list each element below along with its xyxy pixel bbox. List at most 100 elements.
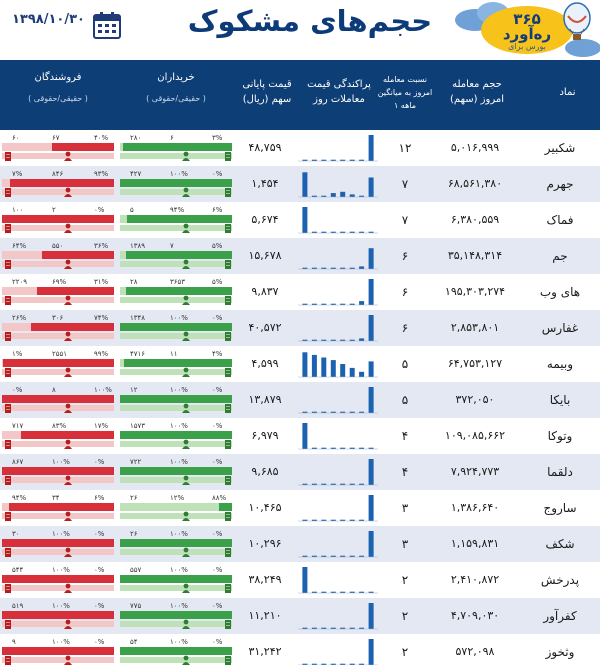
person-icon	[182, 547, 190, 557]
sellers-sub-bar	[2, 585, 114, 591]
calendar-icon	[93, 12, 121, 39]
dispersion-bar	[368, 135, 374, 161]
sellers-cell: ۲۶% ۳۰۶ ۷۴%	[2, 313, 114, 343]
table-row[interactable]: بایکا ۳۷۲,۰۵۰ ۵ ۱۳,۸۷۹ ۱۲ ۱۰۰% ۰% ۰% ۸ ۱۰۰%	[0, 382, 600, 418]
symbol-cell[interactable]: فماک	[546, 213, 574, 227]
symbol-cell[interactable]: دلقما	[547, 465, 573, 479]
col-price-l2: سهم (ریال)	[242, 94, 292, 105]
balloon-icon	[563, 2, 591, 40]
dispersion-chart	[298, 248, 378, 270]
buyers-bar-fill	[126, 251, 232, 259]
sellers-value-mid: ۳۴	[52, 494, 60, 502]
building-icon	[225, 440, 231, 449]
ratio-cell: ۷	[401, 177, 409, 191]
table-header: نماد حجم معامله امروز (سهم) نسبت معامله …	[0, 60, 600, 130]
logo-tagline: بورس‌ برای	[508, 42, 546, 51]
ratio-cell: ۲	[401, 645, 409, 659]
table-row[interactable]: شکبیر ۵,۰۱۶,۹۹۹ ۱۲ ۴۸,۷۵۹ ۲۸۰ ۶ ۳% ۶۰ ۶۷ ۴۰%	[0, 130, 600, 166]
symbol-cell[interactable]: جهرم	[546, 177, 574, 191]
sellers-value-left: ۵۴۴	[12, 566, 24, 574]
sellers-cell: ۶۰ ۶۷ ۴۰%	[2, 133, 114, 163]
person-icon	[182, 619, 190, 629]
table-row[interactable]: جم ۳۵,۱۴۸,۳۱۴ ۶ ۱۵,۶۷۸ ۱۳۸۹ ۷ ۵% ۶۴% ۵۵۰ ۳۶%	[0, 238, 600, 274]
table-row[interactable]: فماک ۶,۳۸۰,۵۵۹ ۷ ۵,۶۷۴ ۵ ۹۴% ۶% ۱۰۰ ۲ ۰%	[0, 202, 600, 238]
person-icon	[182, 583, 190, 593]
table-row[interactable]: وبیمه ۶۴,۷۵۳,۱۲۷ ۵ ۴,۵۹۹ ۴۷۱۶ ۱۱ ۴% ۱% ۲۵۵۱ ۹۹%	[0, 346, 600, 382]
symbol-cell[interactable]: ساروج	[543, 501, 577, 515]
symbol-cell[interactable]: غفارس	[541, 321, 579, 335]
dispersion-bar	[330, 339, 336, 341]
sellers-sub-bar	[2, 441, 114, 447]
buyers-cell: ۲۸۰ ۶ ۳%	[120, 133, 232, 163]
dispersion-bar	[368, 177, 374, 197]
buyers-cell: ۵ ۹۴% ۶%	[120, 205, 232, 235]
buyers-value-right: ۶%	[212, 206, 223, 214]
dispersion-bar	[302, 423, 308, 449]
symbol-cell[interactable]: بایکا	[549, 393, 571, 407]
dispersion-bar	[359, 591, 365, 593]
building-icon	[225, 584, 231, 593]
volume-cell: ۱,۳۸۶,۶۴۰	[450, 501, 500, 514]
sellers-value-right: ۰%	[94, 602, 105, 610]
dispersion-chart	[298, 459, 378, 486]
sellers-cell: ۹۴% ۳۴ ۶%	[2, 493, 114, 523]
person-icon	[182, 223, 190, 233]
symbol-cell[interactable]: کفرآور	[543, 609, 577, 623]
dispersion-bar	[340, 591, 346, 593]
sellers-value-mid: ۶۹%	[52, 278, 67, 286]
table-row[interactable]: دلقما ۷,۹۲۴,۷۷۳ ۴ ۹,۶۸۵ ۷۲۲ ۱۰۰% ۰% ۸۶۷ ۱۰۰% ۰%	[0, 454, 600, 490]
symbol-cell[interactable]: جم	[552, 249, 568, 263]
person-icon	[182, 331, 190, 341]
dispersion-bar	[359, 447, 365, 449]
sellers-value-right: ۳۱%	[94, 278, 109, 286]
building-icon	[5, 188, 11, 197]
table-row[interactable]: ساروج ۱,۳۸۶,۶۴۰ ۳ ۱۰,۴۶۵ ۲۶ ۱۲% ۸۸% ۹۴% ۳۴ ۶%	[0, 490, 600, 526]
ratio-cell: ۱۲	[398, 141, 412, 155]
buyers-value-mid: ۱۰۰%	[170, 314, 188, 322]
volume-cell: ۵,۰۱۶,۹۹۹	[450, 141, 500, 154]
dispersion-bar	[349, 591, 355, 593]
table-row[interactable]: وثخوز ۵۷۲,۰۹۸ ۲ ۳۱,۲۴۲ ۵۴ ۱۰۰% ۰% ۹ ۱۰۰% ۰%	[0, 634, 600, 665]
buyers-sub-bar	[120, 297, 232, 303]
buyers-value-left: ۴۲۷	[130, 170, 142, 178]
sellers-value-left: ۶۰	[12, 134, 20, 142]
sellers-value-mid: ۲۵۵۱	[52, 350, 68, 358]
symbol-cell[interactable]: های وب	[539, 285, 581, 299]
buyers-value-right: ۳%	[212, 134, 223, 142]
table-row[interactable]: وتوکا ۱۰۹,۰۸۵,۶۶۲ ۴ ۶,۹۷۹ ۱۵۷۳ ۱۰۰% ۰% ۷۱۷ ۸۳% ۱۷…	[0, 418, 600, 454]
table-row[interactable]: کفرآور ۴,۷۰۹,۰۳۰ ۲ ۱۱,۲۱۰ ۷۷۵ ۱۰۰% ۰% ۵۱۹ ۱۰۰% ۰%	[0, 598, 600, 634]
symbol-cell[interactable]: وثخوز	[545, 645, 575, 659]
table-row[interactable]: جهرم ۶۸,۵۶۱,۳۸۰ ۷ ۱,۴۵۴ ۴۲۷ ۱۰۰% ۰% ۷% ۸۴۶ ۹۳%	[0, 166, 600, 202]
buyers-cell: ۵۵۷ ۱۰۰% ۰%	[120, 565, 232, 595]
table-row[interactable]: شکف ۱,۱۵۹,۸۳۱ ۳ ۱۰,۲۹۶ ۲۶ ۱۰۰% ۰% ۳۰ ۱۰۰% ۰%	[0, 526, 600, 562]
sellers-bar-fill	[2, 395, 114, 403]
building-icon	[225, 188, 231, 197]
symbol-cell[interactable]: شکبیر	[544, 141, 576, 155]
dispersion-bar	[321, 303, 327, 305]
sellers-value-right: ۴۰%	[94, 134, 109, 142]
sellers-value-right: ۳۶%	[94, 242, 109, 250]
dispersion-bar	[340, 411, 346, 413]
sellers-bar-fill	[2, 611, 114, 619]
dispersion-bar	[311, 159, 317, 161]
table-row[interactable]: غفارس ۲,۸۵۳,۸۰۱ ۶ ۴۰,۵۷۲ ۱۳۴۸ ۱۰۰% ۰% ۲۶% ۳۰۶ ۷۴%	[0, 310, 600, 346]
buyers-value-mid: ۱۰۰%	[170, 422, 188, 430]
buyers-value-mid: ۱۰۰%	[170, 170, 188, 178]
symbol-cell[interactable]: وتوکا	[547, 429, 573, 443]
building-icon	[5, 296, 11, 305]
symbol-cell[interactable]: شکف	[545, 537, 575, 551]
sellers-bar-fill	[2, 539, 114, 547]
symbol-cell[interactable]: پدرخش	[540, 573, 580, 587]
dispersion-bar	[302, 411, 308, 413]
buyers-value-mid: ۱۰۰%	[170, 602, 188, 610]
volume-cell: ۱۹۵,۳۰۳,۲۷۴	[444, 285, 506, 298]
sellers-sub-bar	[2, 225, 114, 231]
table-row[interactable]: پدرخش ۲,۴۱۰,۸۷۲ ۲ ۳۸,۲۴۹ ۵۵۷ ۱۰۰% ۰% ۵۴۴ ۱۰۰% ۰%	[0, 562, 600, 598]
dispersion-bar	[321, 519, 327, 521]
symbol-cell[interactable]: وبیمه	[546, 357, 574, 371]
sellers-bar-fill	[3, 359, 114, 367]
table-row[interactable]: های وب ۱۹۵,۳۰۳,۲۷۴ ۶ ۹,۸۳۷ ۲۸ ۳۶۵۳ ۵% ۲۲۰۹ ۶۹% ۳۱…	[0, 274, 600, 310]
buyers-bar-fill	[120, 611, 232, 619]
dispersion-bar	[349, 447, 355, 449]
buyers-value-mid: ۱۱	[170, 350, 178, 358]
